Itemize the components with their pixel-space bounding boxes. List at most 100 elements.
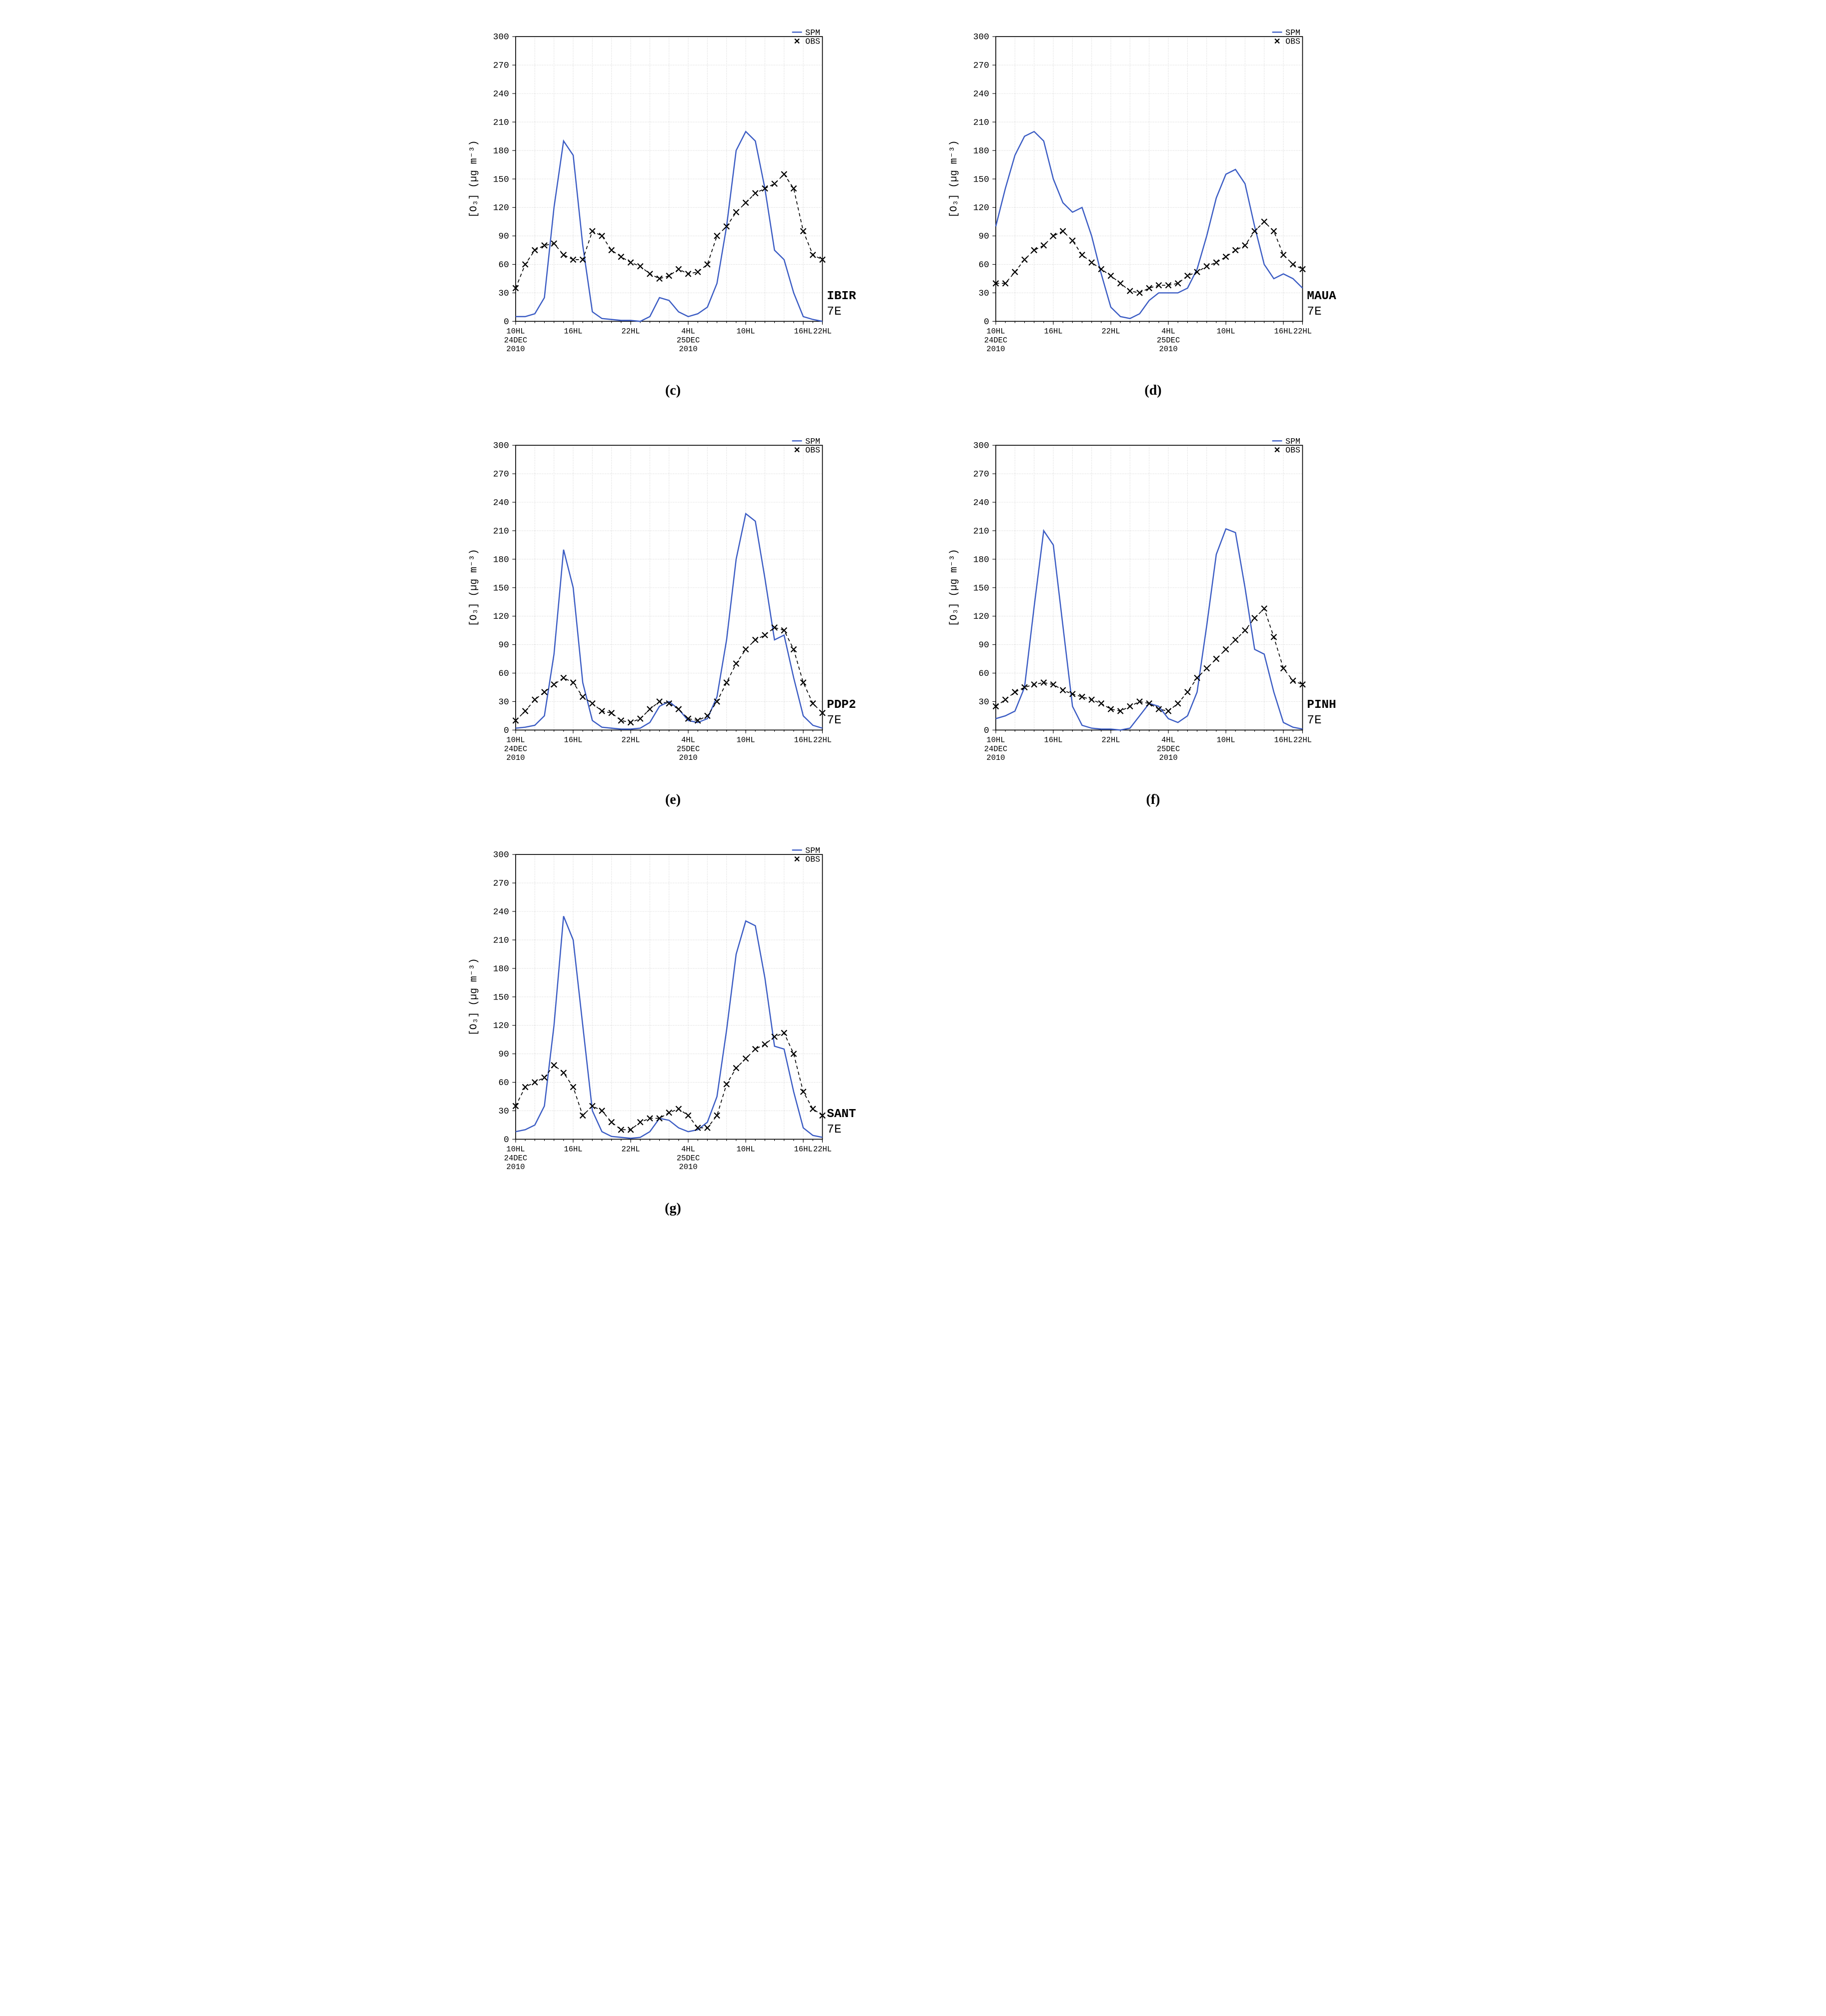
x-tick-label: 10HL	[1216, 327, 1235, 336]
y-tick-label: 210	[973, 527, 989, 537]
y-tick-label: 90	[498, 1050, 509, 1060]
x-tick-label: 22HL	[621, 327, 640, 336]
y-tick-label: 180	[493, 146, 509, 156]
y-tick-label: 60	[978, 260, 989, 270]
scenario-label: 7E	[827, 714, 841, 727]
y-tick-label: 30	[498, 289, 509, 299]
y-tick-label: 60	[498, 669, 509, 679]
y-tick-label: 270	[493, 878, 509, 888]
obs-marker	[580, 1113, 585, 1118]
y-tick-label: 240	[493, 498, 509, 508]
y-axis-label: [O₃] (µg m⁻³)	[468, 958, 479, 1036]
x-tick-label: 24DEC	[984, 336, 1007, 345]
panel-f: 030609012015018021024027030010HL24DEC201…	[943, 429, 1363, 807]
chart-g: 030609012015018021024027030010HL24DEC201…	[463, 838, 883, 1192]
y-tick-label: 90	[978, 232, 989, 242]
obs-marker	[532, 248, 537, 253]
x-tick-label: 2010	[986, 345, 1005, 354]
x-tick-label: 16HL	[564, 327, 582, 336]
y-tick-label: 150	[493, 175, 509, 185]
obs-marker	[733, 1065, 739, 1071]
x-tick-label: 10HL	[506, 1145, 525, 1154]
obs-marker	[609, 248, 614, 253]
obs-marker	[522, 708, 528, 714]
chart-d: 030609012015018021024027030010HL24DEC201…	[943, 20, 1363, 374]
obs-marker	[561, 252, 566, 258]
x-tick-label: 22HL	[621, 1145, 640, 1154]
y-tick-label: 180	[973, 146, 989, 156]
station-label: PINH	[1307, 699, 1336, 712]
obs-series	[996, 609, 1302, 711]
legend-spm-label: SPM	[805, 846, 820, 855]
obs-marker	[1252, 229, 1257, 234]
obs-series	[516, 628, 822, 723]
x-tick-label: 25DEC	[1156, 745, 1179, 754]
y-tick-label: 240	[493, 907, 509, 917]
y-tick-label: 210	[493, 527, 509, 537]
station-label: PDP2	[827, 699, 856, 712]
obs-marker	[704, 1125, 710, 1131]
y-tick-label: 120	[493, 1021, 509, 1031]
panel-caption: (g)	[665, 1201, 681, 1217]
x-tick-label: 2010	[506, 1163, 525, 1172]
legend-obs-swatch	[795, 856, 799, 861]
y-tick-label: 90	[498, 232, 509, 242]
obs-marker	[522, 1084, 528, 1090]
x-tick-label: 2010	[506, 345, 525, 354]
obs-marker	[1156, 283, 1161, 288]
x-tick-label: 16HL	[794, 736, 812, 745]
obs-marker	[541, 689, 547, 695]
y-tick-label: 0	[984, 726, 989, 736]
obs-marker	[1060, 688, 1065, 693]
obs-marker	[791, 186, 796, 191]
panel-caption: (f)	[1146, 792, 1160, 808]
x-tick-label: 22HL	[813, 327, 831, 336]
x-tick-label: 4HL	[681, 327, 695, 336]
scenario-label: 7E	[827, 305, 841, 319]
x-tick-label: 22HL	[1293, 327, 1311, 336]
x-tick-label: 22HL	[1293, 736, 1311, 745]
y-tick-label: 300	[493, 850, 509, 860]
x-tick-label: 10HL	[1216, 736, 1235, 745]
x-tick-label: 24DEC	[504, 336, 527, 345]
obs-marker	[637, 716, 643, 721]
y-tick-label: 210	[493, 935, 509, 945]
y-axis-label: [O₃] (µg m⁻³)	[948, 549, 959, 627]
obs-marker	[1232, 637, 1238, 643]
y-tick-label: 240	[493, 90, 509, 100]
y-tick-label: 180	[493, 555, 509, 565]
x-tick-label: 10HL	[986, 736, 1005, 745]
obs-marker	[733, 661, 739, 666]
legend-spm-label: SPM	[1285, 28, 1300, 38]
x-tick-label: 2010	[679, 753, 697, 762]
obs-marker	[752, 637, 758, 643]
legend-obs-swatch	[1275, 448, 1279, 452]
y-tick-label: 300	[493, 33, 509, 43]
obs-marker	[1146, 285, 1152, 291]
y-tick-label: 210	[493, 118, 509, 128]
obs-marker	[1213, 260, 1219, 265]
y-tick-label: 0	[504, 726, 509, 736]
obs-marker	[781, 1030, 787, 1036]
obs-marker	[1242, 628, 1247, 633]
x-tick-label: 4HL	[681, 1145, 695, 1154]
x-tick-label: 24DEC	[504, 745, 527, 754]
obs-marker	[1060, 229, 1065, 234]
station-label: SANT	[827, 1108, 856, 1121]
x-tick-label: 24DEC	[504, 1154, 527, 1163]
x-tick-label: 22HL	[813, 736, 831, 745]
obs-marker	[1079, 252, 1085, 258]
y-axis-label: [O₃] (µg m⁻³)	[468, 140, 479, 218]
x-tick-label: 10HL	[736, 327, 755, 336]
obs-marker	[1290, 678, 1295, 684]
y-tick-label: 120	[973, 612, 989, 622]
x-tick-label: 16HL	[794, 327, 812, 336]
chart-grid: 030609012015018021024027030010HL24DEC201…	[463, 20, 1363, 1217]
y-tick-label: 240	[973, 90, 989, 100]
legend-spm-label: SPM	[1285, 437, 1300, 446]
y-tick-label: 270	[493, 61, 509, 71]
obs-marker	[1012, 689, 1017, 695]
x-tick-label: 10HL	[506, 327, 525, 336]
x-tick-label: 2010	[1159, 753, 1177, 762]
y-tick-label: 120	[493, 612, 509, 622]
